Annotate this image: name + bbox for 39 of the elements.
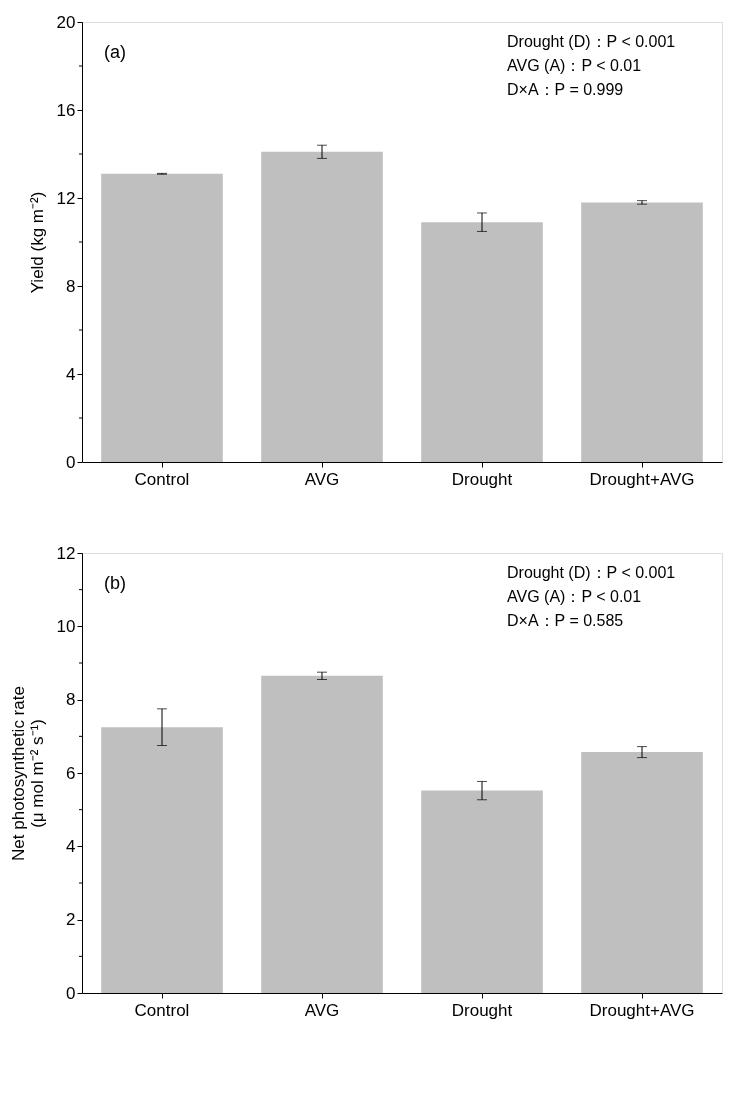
annotation: (b) bbox=[104, 573, 126, 593]
bar bbox=[261, 675, 383, 993]
y-tick-label: 16 bbox=[56, 100, 76, 120]
y-tick-label: 4 bbox=[66, 836, 76, 856]
y-tick-label: 12 bbox=[56, 188, 76, 208]
x-tick-label: AVG bbox=[304, 469, 340, 489]
annotation: Drought (D)：P < 0.001 bbox=[507, 564, 676, 581]
x-tick-label: Drought+AVG bbox=[589, 1000, 695, 1020]
y-tick-label: 8 bbox=[66, 276, 76, 296]
x-tick-label: Control bbox=[134, 469, 190, 489]
y-axis-title: Net photosynthetic rate (μ mol m⁻² s⁻¹) bbox=[8, 686, 47, 861]
y-tick-label: 2 bbox=[66, 910, 76, 930]
bar bbox=[421, 222, 543, 462]
x-tick-label: Drought bbox=[451, 469, 513, 489]
annotation: D×A：P = 0.999 bbox=[507, 81, 624, 98]
annotation: Drought (D)：P < 0.001 bbox=[507, 33, 676, 50]
y-tick-label: 20 bbox=[56, 12, 76, 32]
bar bbox=[581, 202, 703, 462]
bar bbox=[261, 151, 383, 462]
y-tick-label: 0 bbox=[66, 452, 76, 472]
y-tick-label: 6 bbox=[66, 763, 76, 783]
annotation: AVG (A)：P < 0.01 bbox=[507, 57, 642, 74]
y-tick-label: 4 bbox=[66, 364, 76, 384]
y-tick-label: 10 bbox=[56, 616, 76, 636]
x-tick-label: Drought+AVG bbox=[589, 469, 695, 489]
bar bbox=[581, 752, 703, 993]
annotation: (a) bbox=[104, 42, 126, 62]
bar bbox=[101, 173, 223, 462]
y-tick-label: 8 bbox=[66, 690, 76, 710]
x-tick-label: AVG bbox=[304, 1000, 340, 1020]
bar bbox=[101, 727, 223, 993]
y-tick-label: 0 bbox=[66, 983, 76, 1003]
x-tick-label: Drought bbox=[451, 1000, 513, 1020]
y-tick-label: 12 bbox=[56, 543, 76, 563]
x-tick-label: Control bbox=[134, 1000, 190, 1020]
annotation: AVG (A)：P < 0.01 bbox=[507, 588, 642, 605]
annotation: D×A：P = 0.585 bbox=[507, 612, 624, 629]
bar bbox=[421, 790, 543, 993]
y-axis-title: Yield (kg m⁻²) bbox=[27, 191, 47, 294]
